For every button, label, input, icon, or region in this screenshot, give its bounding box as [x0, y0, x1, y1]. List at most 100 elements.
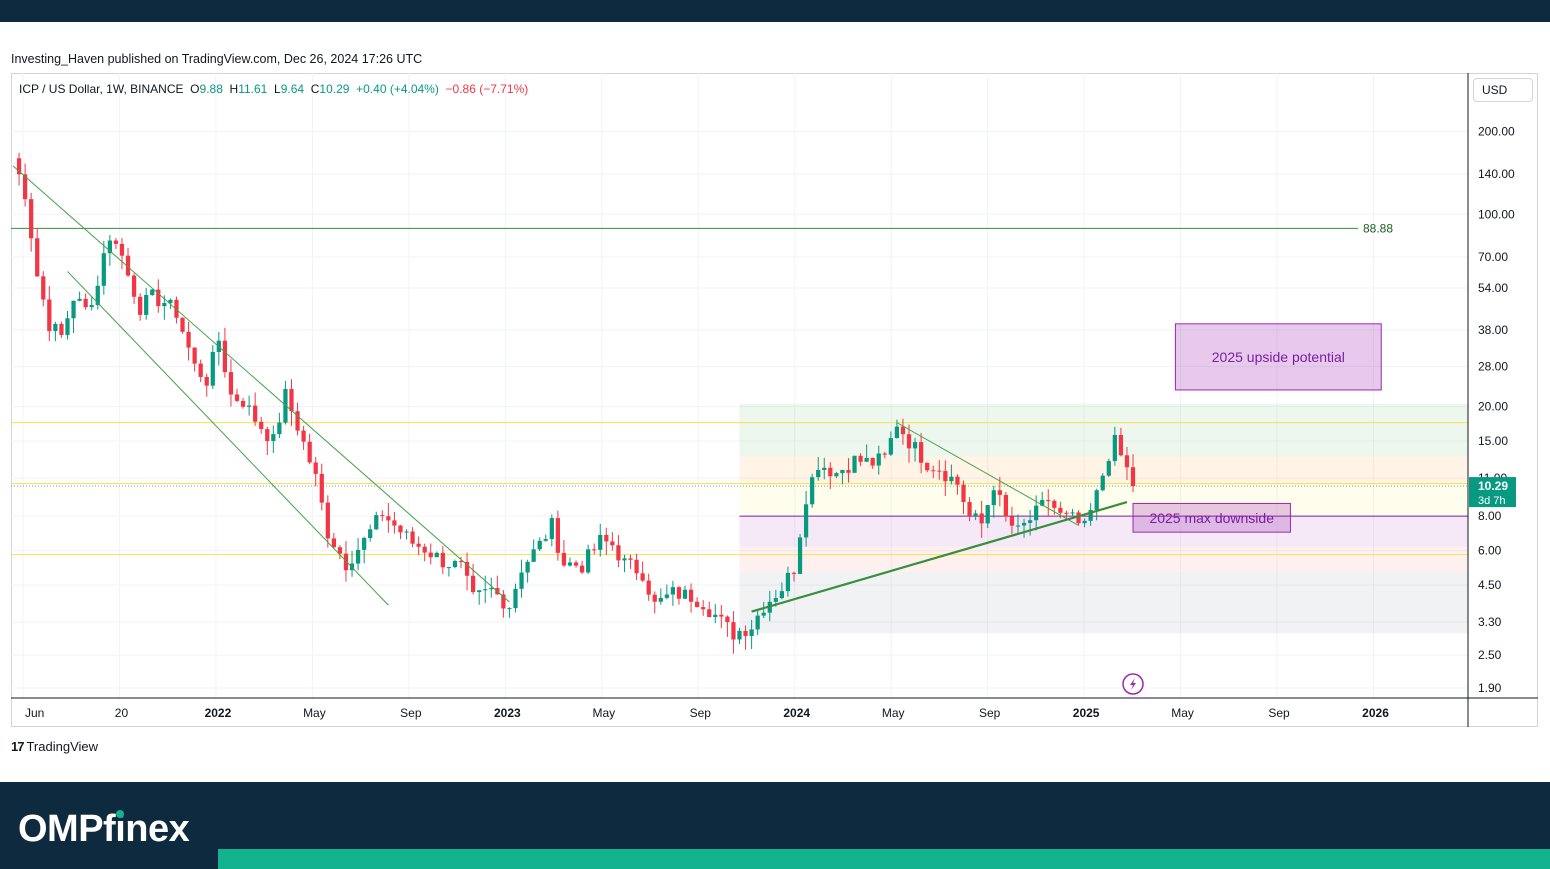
candle-body — [392, 520, 397, 526]
candle-body — [961, 484, 966, 503]
price-tick: 38.00 — [1478, 323, 1508, 337]
price-tick: 3.30 — [1478, 615, 1502, 629]
candle-body — [955, 476, 960, 485]
candle-body — [404, 531, 409, 533]
candle-body — [1027, 520, 1033, 523]
time-tick: 20 — [115, 706, 129, 720]
candle-body — [513, 588, 518, 609]
candle-body — [29, 199, 34, 239]
candle-body — [1003, 494, 1009, 517]
price-tick: 140.00 — [1478, 167, 1515, 181]
candle-body — [368, 529, 373, 539]
candle-body — [452, 561, 458, 568]
candle-body — [622, 558, 627, 561]
candle-body — [477, 590, 482, 593]
candle-body — [174, 299, 179, 318]
candle-body — [640, 573, 645, 581]
price-tick: 28.00 — [1478, 359, 1508, 373]
price-tick: 8.00 — [1478, 509, 1502, 523]
high-label: H — [229, 82, 239, 96]
tradingview-logo-text: TradingView — [26, 739, 99, 754]
candle-body — [410, 531, 415, 544]
candle-body — [900, 426, 906, 435]
fib-zone — [739, 546, 1468, 573]
candle-body — [246, 405, 252, 407]
candle-body — [803, 504, 809, 538]
candle-body — [1088, 509, 1093, 521]
fib-zone — [739, 403, 1468, 457]
candle-body — [325, 502, 330, 539]
change2-value: −0.86 (−7.71%) — [445, 82, 529, 96]
open-value: 9.88 — [199, 82, 223, 96]
published-info: Investing_Haven published on TradingView… — [11, 52, 423, 66]
price-tick: 20.00 — [1478, 400, 1508, 414]
price-chart[interactable]: 88.88 2025 upside potential 2025 max downs… — [11, 73, 1538, 727]
high-value: 11.61 — [238, 82, 268, 96]
candle-body — [695, 601, 700, 608]
candle-body — [573, 562, 579, 566]
candle-body — [658, 597, 663, 602]
lightning-icon — [1130, 678, 1137, 690]
candle-body — [1070, 512, 1075, 514]
candle-body — [688, 589, 694, 602]
time-tick: May — [882, 706, 905, 720]
price-tick: 1.90 — [1478, 681, 1502, 695]
candle-body — [785, 572, 791, 592]
candle-body — [119, 243, 125, 256]
candle-body — [779, 591, 784, 599]
candle-body — [35, 238, 40, 277]
currency-button[interactable]: USD — [1473, 78, 1533, 102]
candle-body — [204, 376, 209, 386]
candle-body — [610, 541, 615, 546]
candle-body — [840, 469, 845, 474]
candle-body — [380, 515, 385, 517]
level-label: 88.88 — [1363, 221, 1393, 235]
tradingview-logo: 17 TradingView — [11, 739, 98, 754]
candle-body — [313, 462, 318, 474]
candle-body — [519, 572, 524, 589]
candle-body — [676, 587, 682, 599]
candle-body — [1021, 522, 1027, 526]
candle-body — [434, 552, 439, 558]
candle-body — [125, 255, 131, 276]
candle-body — [464, 561, 470, 576]
candle-body — [95, 285, 100, 306]
candle-body — [537, 540, 542, 550]
close-label: C — [310, 82, 320, 96]
candle-body — [888, 438, 893, 455]
price-tick: 200.00 — [1478, 124, 1515, 138]
candle-body — [1094, 490, 1099, 510]
candle-body — [634, 559, 639, 574]
candle-body — [791, 572, 797, 574]
time-tick: 2024 — [783, 706, 810, 720]
candle-body — [912, 442, 918, 449]
candle-body — [991, 490, 996, 506]
candle-body — [549, 518, 554, 540]
ompfinex-logo: OMPfinex — [18, 810, 190, 848]
candle-body — [186, 331, 191, 348]
candle-body — [259, 421, 264, 430]
candle-body — [222, 340, 228, 373]
candle-body — [664, 594, 669, 598]
candle-body — [150, 289, 155, 296]
price-tick: 100.00 — [1478, 207, 1515, 221]
candle-body — [458, 561, 464, 563]
candle-body — [670, 587, 676, 595]
candle-body — [192, 347, 197, 364]
price-tick: 6.00 — [1478, 544, 1502, 558]
candle-body — [422, 546, 427, 553]
candle-body — [870, 457, 875, 466]
low-label: L — [274, 82, 281, 96]
candle-body — [16, 158, 22, 175]
candle-body — [337, 547, 343, 554]
low-value: 9.64 — [280, 82, 305, 96]
candle-body — [47, 299, 52, 332]
tradingview-logo-mark: 17 — [11, 739, 25, 754]
candle-body — [646, 580, 651, 595]
candle-body — [1015, 525, 1021, 527]
candle-body — [973, 513, 978, 516]
candle-body — [180, 317, 185, 332]
candle-body — [858, 455, 863, 462]
candle-body — [967, 502, 972, 516]
candle-body — [985, 505, 990, 524]
